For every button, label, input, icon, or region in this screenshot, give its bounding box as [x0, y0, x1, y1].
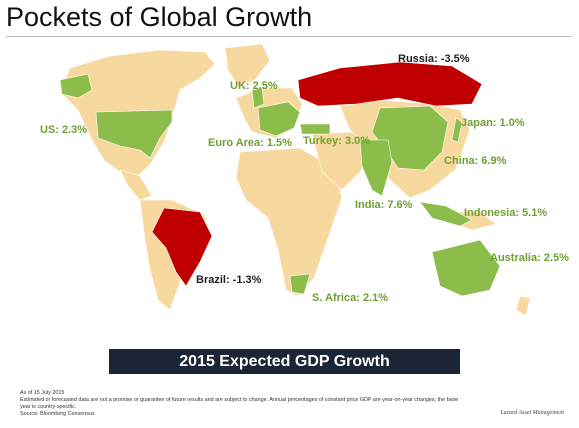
us-label: US: 2.3%: [40, 124, 88, 136]
china-label: China: 6.9%: [444, 155, 507, 167]
nz-land: [515, 295, 531, 317]
turkey-shape: [299, 123, 331, 135]
footnote-disclaimer: Estimated or forecasted data are not a p…: [20, 397, 459, 403]
footnote-source: Source: Bloomberg Consensus: [20, 411, 95, 417]
title-divider: [6, 36, 572, 37]
page-title: Pockets of Global Growth: [6, 2, 313, 32]
turkey-label: Turkey: 3.0%: [303, 135, 371, 147]
euro-area-shape: [257, 101, 301, 137]
footnote-date: As of 15 July 2015: [20, 390, 65, 396]
indonesia-shape: [419, 201, 473, 227]
india-label: India: 7.6%: [355, 199, 413, 211]
uk-label: UK: 2.5%: [230, 80, 278, 92]
euro-area-label: Euro Area: 1.5%: [208, 137, 292, 149]
south-africa-shape: [289, 273, 311, 295]
brazil-label: Brazil: -1.3%: [196, 274, 262, 286]
footnote-disclaimer-cont: year is country-specific.: [20, 404, 77, 410]
japan-label: Japan: 1.0%: [461, 117, 525, 129]
india-shape: [359, 139, 393, 197]
russia-label: Russia: -3.5%: [398, 53, 470, 65]
australia-label: Australia: 2.5%: [490, 252, 569, 264]
indonesia-label: Indonesia: 5.1%: [464, 207, 548, 219]
us-shape: [95, 109, 173, 159]
central-america-land: [119, 169, 153, 201]
gdp-banner: 2015 Expected GDP Growth: [109, 349, 460, 374]
china-shape: [371, 105, 449, 171]
japan-shape: [451, 117, 463, 143]
australia-shape: [431, 239, 501, 297]
russia-shape: [297, 61, 483, 107]
brazil-shape: [151, 207, 213, 287]
south-africa-label: S. Africa: 2.1%: [312, 292, 389, 304]
alaska-shape: [59, 73, 93, 99]
uk-shape: [251, 87, 265, 109]
greenland-land: [224, 43, 271, 87]
brand-name: Lazard Asset Management: [500, 410, 564, 416]
